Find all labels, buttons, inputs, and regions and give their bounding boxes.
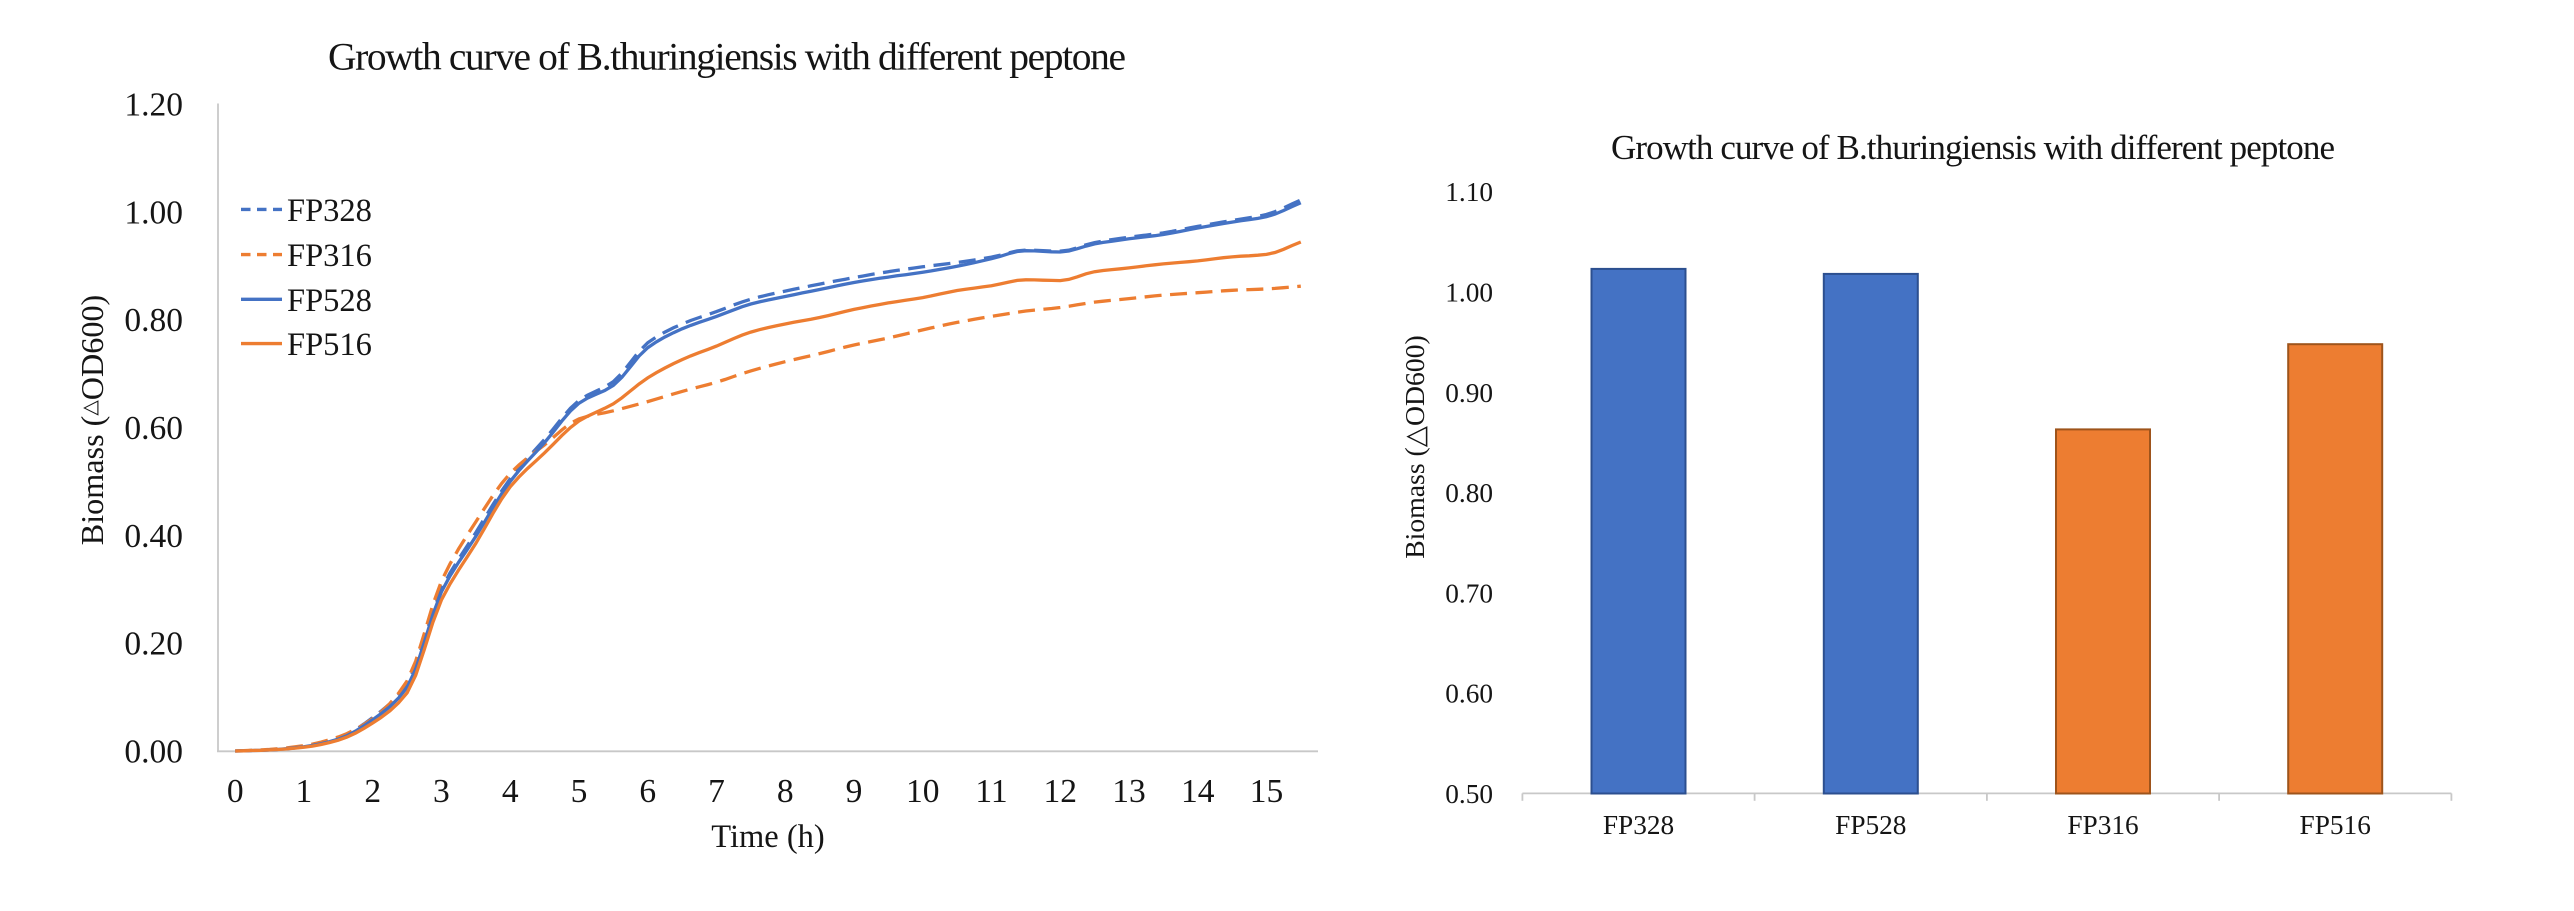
svg-text:FP516: FP516 — [2300, 810, 2371, 840]
svg-text:0: 0 — [227, 773, 244, 810]
svg-text:13: 13 — [1112, 773, 1146, 810]
svg-text:0.90: 0.90 — [1445, 378, 1493, 408]
svg-text:5: 5 — [571, 773, 588, 810]
svg-text:0.60: 0.60 — [1445, 679, 1493, 709]
svg-text:6: 6 — [639, 773, 656, 810]
svg-text:Biomass (△OD600): Biomass (△OD600) — [74, 295, 110, 546]
svg-text:FP528: FP528 — [287, 283, 372, 319]
svg-text:8: 8 — [777, 773, 794, 810]
svg-text:15: 15 — [1250, 773, 1284, 810]
svg-text:1.00: 1.00 — [1445, 278, 1493, 308]
svg-text:FP316: FP316 — [2067, 810, 2138, 840]
svg-text:0.00: 0.00 — [124, 734, 183, 771]
svg-text:7: 7 — [708, 773, 725, 810]
svg-text:Biomass (△OD600): Biomass (△OD600) — [1399, 335, 1430, 559]
svg-text:FP316: FP316 — [287, 238, 372, 274]
svg-text:0.50: 0.50 — [1445, 779, 1493, 809]
svg-text:1: 1 — [296, 773, 313, 810]
svg-text:0.80: 0.80 — [1445, 478, 1493, 508]
svg-text:0.60: 0.60 — [124, 410, 183, 447]
svg-text:Growth curve of B.thuringiensi: Growth curve of B.thuringiensis with dif… — [1611, 128, 2335, 167]
svg-text:1.20: 1.20 — [124, 87, 183, 124]
svg-text:2: 2 — [364, 773, 381, 810]
svg-text:9: 9 — [846, 773, 863, 810]
svg-text:3: 3 — [433, 773, 450, 810]
svg-text:FP328: FP328 — [287, 193, 372, 229]
svg-text:11: 11 — [975, 773, 1007, 810]
svg-text:12: 12 — [1043, 773, 1077, 810]
svg-text:FP516: FP516 — [287, 327, 372, 363]
svg-text:14: 14 — [1181, 773, 1215, 810]
svg-text:Time (h): Time (h) — [711, 819, 824, 855]
svg-text:FP328: FP328 — [1603, 810, 1674, 840]
svg-text:0.40: 0.40 — [124, 518, 183, 555]
svg-text:0.80: 0.80 — [124, 302, 183, 339]
svg-text:Growth curve of B.thuringiensi: Growth curve of B.thuringiensis with dif… — [328, 35, 1126, 79]
svg-text:0.20: 0.20 — [124, 626, 183, 663]
svg-text:FP528: FP528 — [1835, 810, 1906, 840]
svg-text:1.10: 1.10 — [1445, 177, 1493, 207]
svg-text:0.70: 0.70 — [1445, 578, 1493, 608]
svg-text:4: 4 — [502, 773, 519, 810]
svg-text:1.00: 1.00 — [124, 194, 183, 231]
svg-text:10: 10 — [906, 773, 940, 810]
